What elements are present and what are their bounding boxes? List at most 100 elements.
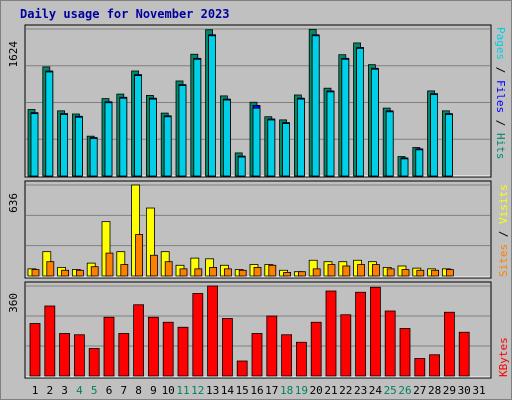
pages-bar	[296, 98, 305, 177]
kbytes-bar	[414, 358, 426, 377]
day-label: 26	[398, 384, 411, 397]
day-label: 19	[295, 384, 308, 397]
day-label: 9	[150, 384, 157, 397]
day-label: 5	[91, 384, 98, 397]
day-label: 3	[61, 384, 68, 397]
pages-bar	[75, 116, 83, 177]
legend-visits-sites-part: Visits	[497, 184, 510, 224]
kbytes-bar	[399, 328, 411, 377]
sites-bar	[327, 264, 336, 277]
kbytes-bar	[88, 348, 100, 377]
kbytes-bar	[177, 326, 189, 377]
sites-bar	[149, 254, 158, 277]
pages-bar	[444, 114, 453, 177]
kbytes-bar	[59, 333, 70, 377]
pages-bar	[237, 156, 246, 177]
sites-bar	[76, 269, 84, 277]
pages-bar	[163, 116, 172, 177]
pages-bar	[45, 71, 54, 177]
sites-bar	[194, 268, 203, 277]
ymax-label: 1624	[7, 41, 20, 68]
kbytes-bar	[44, 305, 56, 377]
pages-bar	[208, 35, 217, 177]
kbytes-bar	[325, 290, 337, 377]
sites-bar	[371, 264, 380, 277]
kbytes-bar	[369, 286, 381, 377]
pages-bar	[370, 68, 379, 177]
day-label: 22	[339, 384, 352, 397]
kbytes-bar	[118, 333, 130, 377]
pages-bar	[415, 149, 424, 177]
kbytes-bar	[221, 318, 233, 377]
kbytes-bar	[458, 331, 470, 377]
legend-hits-files-pages-part: /	[494, 113, 507, 133]
sites-bar	[312, 268, 321, 277]
day-label: 23	[354, 384, 367, 397]
kbytes-bar	[429, 354, 441, 377]
sites-bar	[46, 261, 55, 277]
sites-bar	[268, 264, 277, 277]
day-label: 6	[106, 384, 113, 397]
day-label: 30	[458, 384, 471, 397]
day-label: 10	[162, 384, 175, 397]
sites-bar	[31, 269, 40, 277]
ymax-label: 360	[7, 293, 20, 313]
kbytes-bar	[192, 293, 204, 377]
day-label: 1	[32, 384, 39, 397]
pages-bar	[104, 102, 113, 177]
pages-bar	[60, 114, 68, 177]
day-label: 16	[250, 384, 263, 397]
legend-hits-files-pages: Pages / Files / Hits	[494, 27, 507, 160]
kbytes-bar	[29, 323, 41, 377]
sites-bar	[120, 264, 129, 277]
sites-bar	[431, 269, 440, 277]
day-label: 20	[310, 384, 323, 397]
sites-bar	[357, 264, 366, 277]
kbytes-bar	[133, 304, 145, 377]
day-label: 29	[443, 384, 456, 397]
pages-bar	[178, 85, 187, 177]
kbytes-bar	[207, 285, 219, 377]
day-label: 17	[265, 384, 278, 397]
pages-bar	[148, 98, 157, 177]
kbytes-bar	[340, 314, 352, 377]
kbytes-bar	[355, 291, 367, 377]
kbytes-bar	[281, 334, 293, 377]
kbytes-bar	[295, 341, 307, 377]
chart-title: Daily usage for November 2023	[20, 7, 230, 21]
day-label: 27	[413, 384, 426, 397]
legend-visits-sites-part: /	[497, 224, 510, 244]
pages-bar	[267, 119, 276, 177]
pages-bar	[385, 111, 394, 177]
day-label: 28	[428, 384, 441, 397]
kbytes-bar	[147, 316, 159, 377]
pages-bar	[252, 107, 261, 177]
sites-bar	[164, 261, 173, 277]
ymax-label: 636	[7, 193, 20, 213]
day-label: 13	[206, 384, 219, 397]
kbytes-bar	[310, 321, 322, 377]
day-label: 2	[46, 384, 53, 397]
legend-visits-sites-part: Sites	[497, 244, 510, 277]
pages-bar	[326, 91, 335, 177]
pages-bar	[193, 58, 202, 177]
legend-hits-files-pages-part: Pages	[494, 27, 507, 60]
day-label: 31	[472, 384, 485, 397]
day-label: 4	[76, 384, 83, 397]
kbytes-bar	[266, 315, 278, 377]
kbytes-bar	[103, 316, 115, 377]
kbytes-bar	[251, 333, 263, 377]
pages-bar	[341, 58, 350, 177]
day-label: 15	[236, 384, 249, 397]
day-label: 21	[324, 384, 337, 397]
pages-bar	[356, 48, 365, 177]
day-label: 11	[176, 384, 189, 397]
pages-bar	[119, 97, 128, 177]
sites-bar	[179, 268, 188, 277]
sites-bar	[105, 252, 114, 277]
sites-bar	[445, 269, 454, 277]
kbytes-bar	[236, 360, 248, 377]
legend-hits-files-pages-part: Files	[494, 80, 507, 113]
